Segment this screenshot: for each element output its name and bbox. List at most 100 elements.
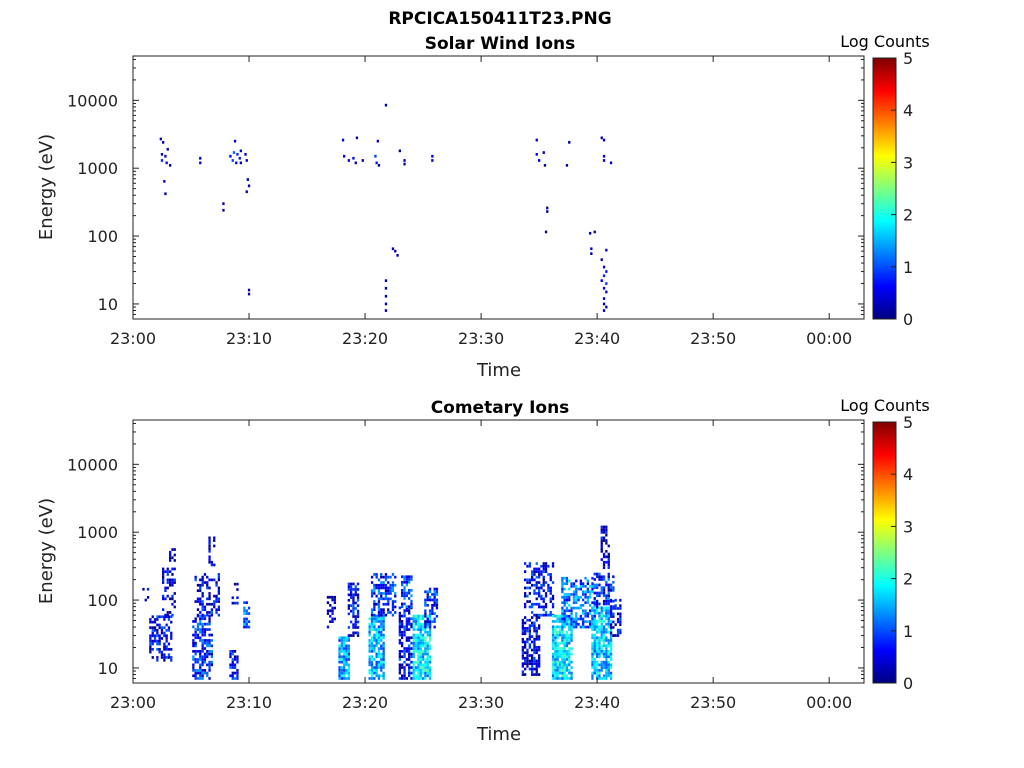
data-cell	[380, 620, 383, 623]
data-cell	[206, 644, 209, 648]
data-cell	[605, 636, 608, 640]
data-cell	[600, 558, 603, 561]
data-cell	[352, 598, 355, 602]
data-cell	[609, 620, 613, 623]
data-cell	[368, 625, 371, 629]
data-cell	[380, 660, 383, 664]
data-cell	[593, 591, 596, 595]
data-cell	[551, 630, 555, 634]
data-cell	[384, 279, 388, 282]
data-cell	[600, 617, 603, 621]
data-cell	[424, 644, 427, 648]
data-cell	[165, 648, 168, 651]
data-cell	[170, 615, 173, 619]
data-cell	[600, 625, 603, 629]
data-cell	[192, 633, 195, 637]
data-cell	[421, 614, 425, 618]
data-cell	[535, 616, 538, 619]
data-cell	[377, 578, 381, 582]
data-cell	[586, 601, 589, 604]
data-cell	[229, 666, 232, 669]
data-cell	[166, 586, 169, 590]
data-cell	[428, 620, 432, 623]
data-cell	[421, 641, 425, 645]
data-cell	[598, 652, 601, 656]
data-cell	[408, 644, 411, 648]
data-cell	[245, 623, 248, 626]
data-cell	[554, 620, 557, 623]
data-cell	[607, 617, 610, 621]
data-cell	[236, 588, 239, 591]
data-cell	[210, 560, 213, 564]
data-cell	[558, 628, 562, 631]
data-cell	[609, 650, 613, 653]
data-cell	[373, 586, 376, 590]
data-cell	[424, 669, 427, 672]
data-cell	[424, 647, 427, 650]
data-cell	[377, 660, 381, 664]
data-cell	[563, 595, 566, 599]
data-cell	[347, 639, 350, 642]
data-cell	[217, 605, 220, 609]
data-cell	[356, 593, 360, 597]
data-cell	[217, 600, 220, 603]
data-cell	[424, 641, 427, 645]
data-cell	[389, 586, 392, 590]
data-cell	[572, 625, 576, 629]
solar-wind-data-cells	[159, 103, 613, 312]
data-cell	[421, 628, 425, 631]
data-cell	[602, 625, 606, 629]
data-cell	[167, 642, 171, 646]
data-cell	[201, 658, 204, 661]
data-cell	[602, 525, 606, 529]
data-cell	[428, 614, 432, 618]
data-cell	[347, 671, 350, 675]
data-cell	[593, 230, 596, 234]
data-cell	[563, 636, 566, 640]
data-cell	[609, 615, 613, 618]
data-cell	[543, 164, 547, 167]
data-cell	[375, 602, 378, 606]
data-cell	[166, 594, 169, 598]
data-cell	[435, 614, 439, 618]
data-cell	[619, 620, 622, 624]
data-cell	[538, 575, 541, 579]
data-cell	[394, 583, 397, 587]
data-cell	[428, 633, 432, 637]
data-cell	[375, 652, 378, 656]
data-cell	[343, 652, 346, 656]
data-cell	[210, 613, 213, 617]
data-cell	[213, 563, 216, 567]
data-cell	[616, 628, 620, 632]
data-cell	[524, 621, 527, 625]
data-cell	[377, 620, 381, 623]
data-cell	[213, 594, 216, 598]
data-cell	[340, 644, 343, 648]
data-cell	[593, 583, 596, 587]
data-cell	[199, 666, 202, 669]
data-cell	[377, 611, 381, 614]
data-cell	[551, 674, 555, 678]
data-cell	[421, 622, 425, 626]
data-cell	[410, 647, 413, 650]
data-cell	[382, 660, 385, 664]
data-cell	[387, 600, 390, 603]
data-cell	[368, 630, 371, 634]
data-cell	[565, 582, 569, 585]
data-cell	[167, 615, 171, 619]
data-cell	[521, 621, 524, 625]
data-cell	[389, 589, 392, 592]
data-cell	[153, 629, 157, 632]
data-cell	[591, 677, 594, 680]
data-cell	[347, 634, 350, 637]
data-cell	[329, 604, 332, 607]
data-cell	[196, 625, 200, 629]
data-cell	[579, 582, 582, 585]
data-cell	[167, 618, 171, 621]
data-cell	[236, 582, 239, 586]
data-cell	[538, 605, 541, 609]
data-cell	[169, 611, 172, 614]
data-cell	[572, 582, 576, 585]
data-cell	[605, 602, 608, 606]
data-cell	[521, 624, 524, 627]
